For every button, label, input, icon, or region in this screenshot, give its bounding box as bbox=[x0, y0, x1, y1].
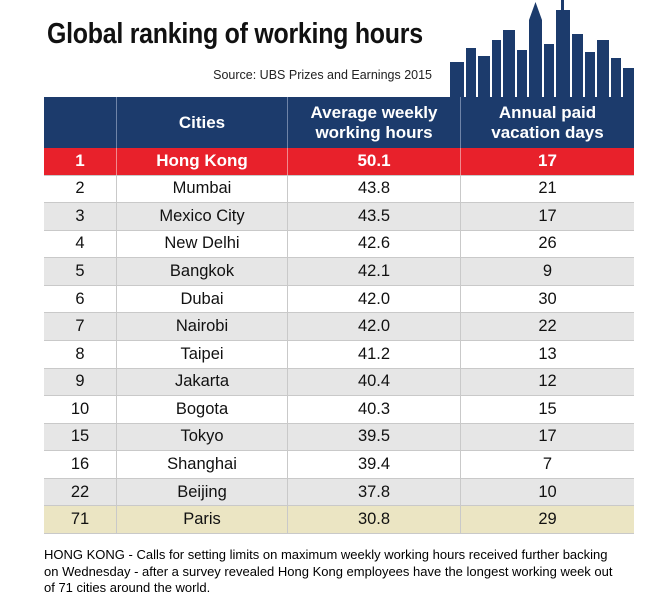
table-cell: 4 bbox=[44, 230, 117, 258]
table-cell: 21 bbox=[538, 179, 557, 198]
table-cell: Mexico City bbox=[117, 203, 288, 230]
table-cell: Nairobi bbox=[117, 313, 288, 340]
table-cell: 16 bbox=[44, 451, 117, 478]
table-cell: 5 bbox=[44, 258, 117, 285]
table-cell: 12 bbox=[538, 372, 557, 391]
table-cell: 7 bbox=[542, 454, 553, 473]
table-cell: 7 bbox=[44, 313, 117, 340]
table-cell: Bangkok bbox=[117, 258, 288, 285]
table-cell: 43.8 bbox=[288, 175, 461, 203]
table-row: 71 Paris 30.8 29 bbox=[44, 506, 634, 534]
table-cell: 39.4 bbox=[288, 451, 461, 478]
table-cell: 42.6 bbox=[288, 230, 461, 258]
table-row: 1 Hong Kong 50.1 17 bbox=[44, 148, 634, 176]
table-cell: 42.1 bbox=[288, 258, 461, 285]
table-cell: Hong Kong bbox=[117, 148, 288, 175]
table-cell: 22 bbox=[538, 317, 557, 336]
header-cell: Cities bbox=[117, 97, 288, 148]
table-cell: Dubai bbox=[117, 285, 288, 313]
table-cell: 30 bbox=[538, 289, 557, 308]
table-cell: 2 bbox=[44, 175, 117, 203]
table-cell: 1 bbox=[44, 148, 117, 175]
table-cell: 17 bbox=[538, 151, 557, 171]
table-cell: New Delhi bbox=[117, 230, 288, 258]
header-cell bbox=[44, 97, 117, 148]
table-cell: Shanghai bbox=[117, 451, 288, 478]
table-cell: 30.8 bbox=[288, 506, 461, 533]
header-cell: Average weekly working hours bbox=[288, 97, 461, 148]
table-row: 16 Shanghai 39.4 7 bbox=[44, 451, 634, 479]
table-row: 8 Taipei 41.2 13 bbox=[44, 340, 634, 369]
table-cell: 71 bbox=[44, 506, 117, 533]
table-row: 3 Mexico City 43.5 17 bbox=[44, 203, 634, 231]
table-cell: 42.0 bbox=[288, 285, 461, 313]
table-cell: Paris bbox=[117, 506, 288, 533]
table-cell: 17 bbox=[538, 206, 557, 225]
table-row: 22 Beijing 37.8 10 bbox=[44, 478, 634, 507]
table-row: 9 Jakarta 40.4 12 bbox=[44, 368, 634, 397]
header-row: Cities Average weekly working hours Annual… bbox=[44, 97, 634, 148]
table-cell: 43.5 bbox=[288, 203, 461, 230]
table-row: 5 Bangkok 42.1 9 bbox=[44, 258, 634, 286]
header-cell: Annual paid vacation days bbox=[491, 102, 604, 142]
table-cell: Taipei bbox=[117, 340, 288, 368]
table-cell: 29 bbox=[538, 510, 557, 529]
source: Source: UBS Prizes and Earnings 2015 bbox=[213, 68, 432, 82]
table-row: 10 Bogota 40.3 15 bbox=[44, 396, 634, 424]
table-cell: 15 bbox=[44, 423, 117, 451]
table-cell: 40.3 bbox=[288, 396, 461, 423]
title: Global ranking of working hours bbox=[47, 18, 423, 50]
table-cell: 8 bbox=[44, 340, 117, 368]
table-cell: 9 bbox=[542, 262, 553, 281]
table-cell: 41.2 bbox=[288, 340, 461, 368]
table-cell: 37.8 bbox=[288, 478, 461, 506]
table-cell: 9 bbox=[44, 368, 117, 396]
table-row: 15 Tokyo 39.5 17 bbox=[44, 423, 634, 452]
table-cell: 42.0 bbox=[288, 313, 461, 340]
table-cell: Jakarta bbox=[117, 368, 288, 396]
table-row: 2 Mumbai 43.8 21 bbox=[44, 175, 634, 204]
skyline bbox=[450, 0, 634, 100]
table-cell: 13 bbox=[538, 344, 557, 363]
table-cell: 3 bbox=[44, 203, 117, 230]
table-cell: 22 bbox=[44, 478, 117, 506]
table-cell: 39.5 bbox=[288, 423, 461, 451]
table: Cities Average weekly working hours Annual… bbox=[44, 97, 634, 534]
table-cell: 10 bbox=[44, 396, 117, 423]
table-cell: 15 bbox=[538, 399, 557, 418]
table-cell: Mumbai bbox=[117, 175, 288, 203]
table-cell: 26 bbox=[538, 234, 557, 253]
table-cell: 17 bbox=[538, 427, 557, 446]
table-row: 4 New Delhi 42.6 26 bbox=[44, 230, 634, 259]
table-cell: 50.1 bbox=[288, 148, 461, 175]
caption: HONG KONG - Calls for setting limits on … bbox=[44, 547, 613, 595]
table-cell: 6 bbox=[44, 285, 117, 313]
table-cell: Tokyo bbox=[117, 423, 288, 451]
table-cell: 40.4 bbox=[288, 368, 461, 396]
table-row: 6 Dubai 42.0 30 bbox=[44, 285, 634, 314]
table-cell: Beijing bbox=[117, 478, 288, 506]
table-cell: 10 bbox=[538, 482, 557, 501]
table-row: 7 Nairobi 42.0 22 bbox=[44, 313, 634, 341]
table-cell: Bogota bbox=[117, 396, 288, 423]
